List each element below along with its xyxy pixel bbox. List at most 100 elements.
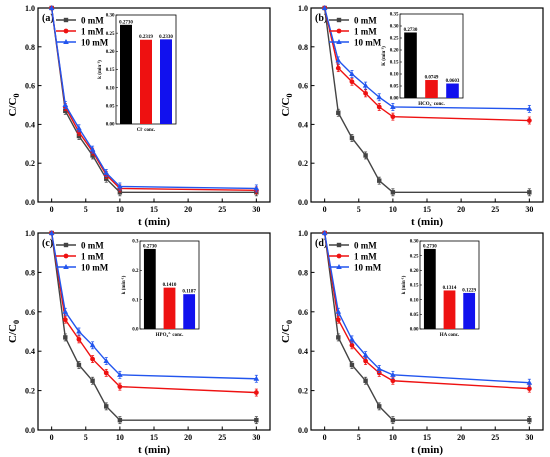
series-1-mm	[322, 230, 532, 393]
inset-y-tick-label: 0.0	[132, 328, 139, 333]
x-tick-label: 15	[423, 433, 431, 442]
x-tick-label: 5	[357, 205, 361, 214]
inset-bar	[446, 83, 459, 98]
y-tick-label: 1.0	[25, 229, 35, 238]
x-tick-label: 0	[323, 205, 327, 214]
inset-bar	[143, 248, 156, 329]
y-tick-label: 0.6	[298, 308, 308, 317]
data-point	[527, 190, 532, 195]
inset-bar	[443, 290, 456, 329]
x-tick-label: 25	[218, 433, 226, 442]
data-point	[76, 336, 82, 342]
series-1-mm	[322, 5, 532, 125]
y-tick-label: 0.0	[298, 426, 308, 435]
x-tick-label: 25	[218, 205, 226, 214]
x-tick-label: 10	[389, 433, 397, 442]
legend-marker	[336, 28, 342, 34]
inset-y-tick-label: 0.20	[106, 50, 115, 55]
data-point	[336, 335, 341, 340]
series-0-mm	[322, 5, 532, 197]
panel-label: (d)	[315, 238, 327, 249]
data-point	[390, 417, 396, 423]
y-tick-label: 0.2	[298, 387, 308, 396]
x-tick-label: 5	[84, 433, 88, 442]
y-tick-label: 0.0	[25, 198, 35, 207]
inset-bar-label: 0.1410	[163, 283, 177, 288]
inset-y-tick-label: 0.25	[106, 32, 115, 37]
inset-y-tick-label: 0.10	[410, 298, 419, 303]
inset-y-axis-label: k (min-1)	[97, 60, 104, 79]
inset-y-tick-label: 0.25	[410, 254, 419, 259]
data-point	[349, 336, 355, 342]
inset-x-axis-label: HA conc.	[440, 333, 460, 338]
inset-bar	[140, 39, 152, 125]
y-tick-label: 0.6	[298, 82, 308, 91]
y-tick-label: 0.2	[25, 159, 35, 168]
data-point	[376, 104, 382, 110]
x-tick-label: 20	[457, 433, 465, 442]
inset-y-tick-label: 0.35	[390, 13, 399, 18]
inset-y-tick-label: 0.05	[106, 105, 115, 110]
inset-y-tick-label: 0.15	[106, 68, 115, 73]
inset-x-axis-label: Cl- conc.	[137, 127, 156, 134]
data-point	[117, 371, 123, 377]
inset-bar-label: 0.0749	[425, 76, 439, 81]
inset-bar-label: 0.2730	[404, 28, 418, 33]
data-point	[62, 317, 68, 323]
inset-bar	[163, 287, 176, 329]
legend-label: 0 mM	[354, 16, 377, 26]
inset-y-tick-label: 0.20	[390, 49, 399, 54]
data-point	[349, 362, 355, 368]
data-point	[349, 135, 355, 141]
data-point	[103, 358, 110, 364]
x-tick-label: 15	[150, 205, 158, 214]
legend-label: 1 mM	[354, 27, 377, 37]
inset-bar-chart: 0.00 0.05 0.10 0.15 0.20 0.25 0.30 0.35 0.2730 0.…	[381, 13, 464, 107]
data-point	[527, 417, 532, 423]
data-point	[363, 90, 368, 96]
data-point	[48, 5, 55, 10]
inset-y-tick-label: 0.05	[410, 313, 419, 318]
panel-label: (c)	[42, 238, 53, 249]
y-tick-label: 0.8	[298, 43, 308, 52]
x-tick-label: 20	[184, 433, 192, 442]
inset-bar-label: 0.2319	[139, 35, 153, 40]
y-tick-label: 0.8	[25, 268, 35, 277]
y-tick-label: 0.0	[298, 198, 308, 207]
inset-bar-label: 0.0603	[446, 79, 460, 84]
data-point	[390, 378, 396, 384]
data-point	[390, 103, 396, 109]
legend-label: 10 mM	[81, 263, 109, 273]
y-tick-label: 0.8	[298, 268, 308, 277]
data-point	[62, 308, 69, 314]
inset-bar	[463, 292, 476, 329]
y-tick-label: 1.0	[298, 229, 308, 238]
y-tick-label: 0.4	[298, 120, 308, 129]
data-point	[335, 317, 341, 323]
data-point	[377, 404, 382, 409]
data-point	[376, 365, 383, 371]
x-tick-label: 30	[252, 433, 260, 442]
inset-x-axis-label: HPO42- conc.	[156, 331, 184, 338]
y-tick-label: 0.2	[25, 387, 35, 396]
data-point	[335, 57, 342, 63]
inset-y-tick-label: 0.00	[410, 328, 419, 333]
data-point	[90, 356, 95, 362]
legend-marker	[63, 39, 69, 44]
data-point	[117, 384, 123, 390]
x-tick-label: 0	[50, 433, 54, 442]
inset-y-tick-label: 0.00	[106, 123, 115, 128]
legend-marker	[63, 264, 69, 269]
inset-y-tick-label: 0.30	[410, 240, 419, 245]
legend-marker	[336, 17, 342, 23]
x-tick-label: 30	[252, 205, 260, 214]
y-tick-label: 0.6	[25, 308, 35, 317]
inset-bar-label: 0.1314	[443, 286, 457, 291]
legend-label: 1 mM	[81, 27, 104, 37]
y-tick-label: 0.4	[298, 347, 308, 356]
data-point	[335, 308, 342, 314]
legend-label: 10 mM	[354, 38, 382, 48]
legend-marker	[63, 242, 69, 248]
x-tick-label: 15	[150, 433, 158, 442]
data-point	[526, 379, 533, 385]
